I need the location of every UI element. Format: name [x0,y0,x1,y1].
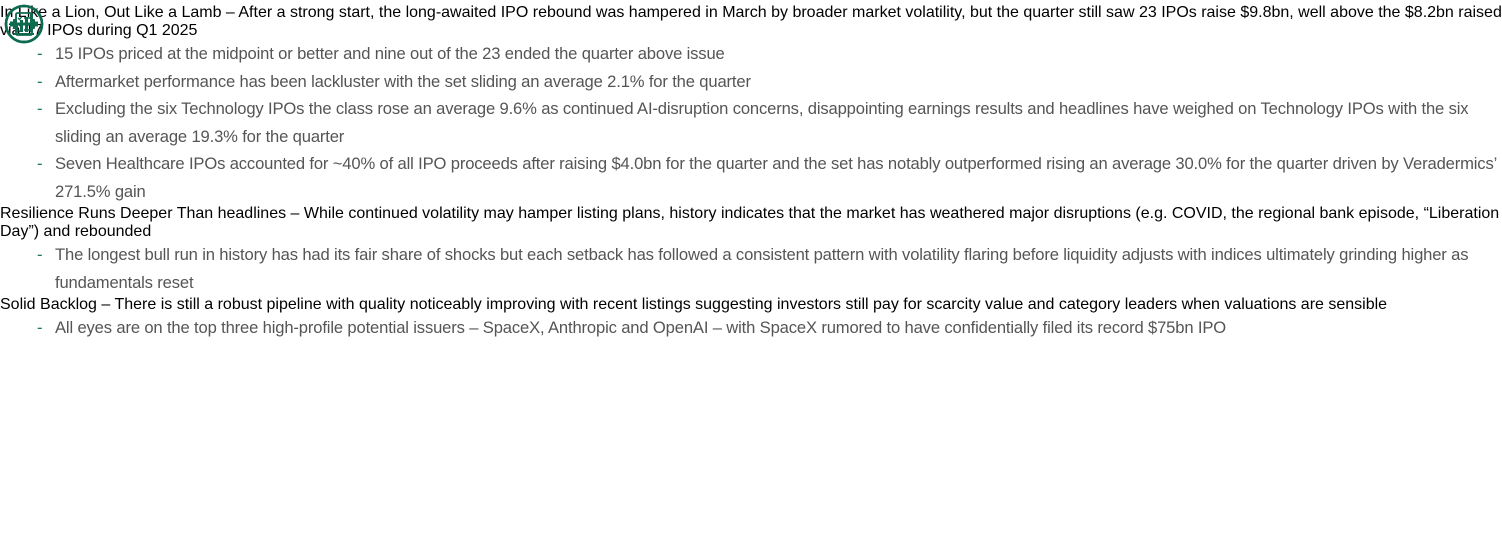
bullet: Aftermarket performance has been lacklus… [37,68,1502,96]
bullet-list: 15 IPOs priced at the midpoint or better… [0,40,1502,205]
bullet-list: The longest bull run in history has had … [0,241,1502,296]
section: In Like a Lion, Out Like a Lamb – After … [0,4,1502,205]
bullet: Seven Healthcare IPOs accounted for ~40%… [37,150,1502,205]
bullet: Excluding the six Technology IPOs the cl… [37,95,1502,150]
bullet-list: All eyes are on the top three high-profi… [0,314,1502,342]
bullet: All eyes are on the top three high-profi… [37,314,1502,342]
bullet: The longest bull run in history has had … [37,241,1502,296]
section-heading: In Like a Lion, Out Like a Lamb – After … [0,4,1502,39]
section-heading: Resilience Runs Deeper Than headlines – … [0,205,1500,240]
bullet: 15 IPOs priced at the midpoint or better… [37,40,1502,68]
section: Resilience Runs Deeper Than headlines – … [0,4,1502,296]
section-icon [4,4,44,44]
section-heading: Solid Backlog – There is still a robust … [0,296,1388,313]
section: Solid Backlog – There is still a robust … [0,4,1502,342]
